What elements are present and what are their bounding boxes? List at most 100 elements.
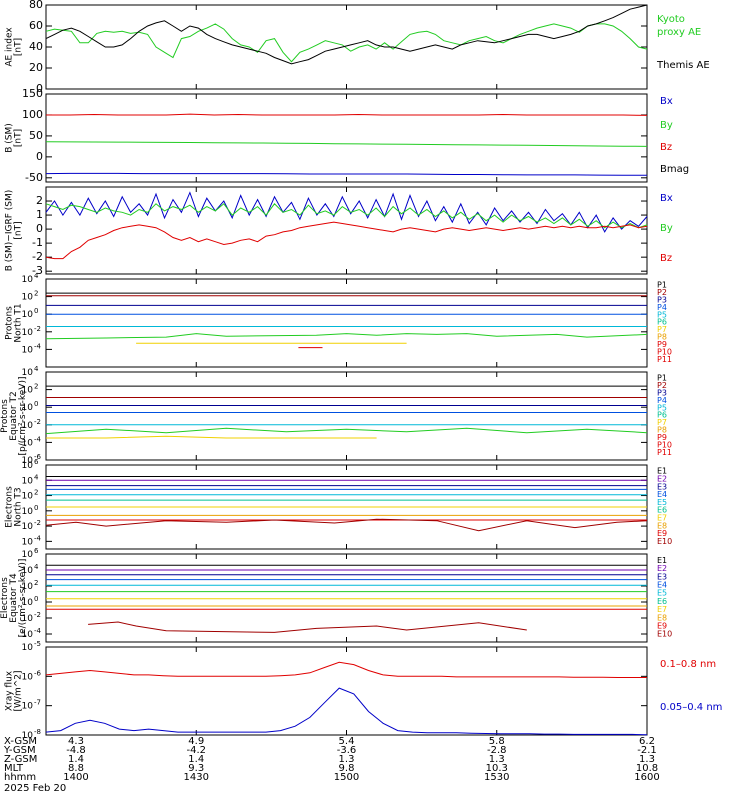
y-axis-label: [nT] — [14, 129, 24, 147]
legend-e2: E2 — [657, 564, 667, 573]
legend-e10: E10 — [657, 537, 672, 546]
footer-row-label: MLT — [4, 763, 24, 774]
series-line-bz — [45, 221, 648, 260]
footer-value: 1.4 — [188, 754, 204, 765]
series-line-by — [45, 141, 648, 147]
footer-value: -4.8 — [66, 745, 86, 756]
footer-value: 4.3 — [68, 736, 84, 747]
series-line-p8 — [46, 435, 377, 439]
legend-p6: P6 — [657, 411, 667, 420]
series-line-e10 — [45, 518, 648, 532]
y-tick-label: 10 — [22, 421, 34, 431]
y-axis-label: North T3 — [14, 487, 24, 526]
y-tick-label: 10 — [22, 456, 34, 466]
footer-value: 1530 — [484, 772, 509, 783]
y-axis-label: B (SM) — [5, 123, 15, 153]
y-tick-label: 50 — [29, 129, 43, 142]
footer-value: 9.3 — [188, 763, 204, 774]
footer-value: 6.2 — [639, 736, 655, 747]
legend-p5: P5 — [657, 310, 667, 319]
y-tick-exponent: 2 — [34, 383, 38, 391]
y-tick-exponent: -4 — [34, 342, 42, 350]
legend-p11: P11 — [657, 355, 672, 364]
y-tick-exponent: -2 — [34, 611, 41, 619]
y-tick-exponent: 2 — [34, 579, 38, 587]
legend-p6: P6 — [657, 318, 667, 327]
y-tick-label: 10 — [22, 476, 34, 486]
y-tick-label: 0 — [36, 82, 43, 95]
series-line-bz — [46, 113, 648, 116]
panel-frame — [45, 278, 648, 368]
series-line-0-1-0-8-nm — [45, 661, 647, 678]
legend-p9: P9 — [657, 433, 667, 442]
y-tick-label: 10 — [22, 461, 34, 471]
y-tick-exponent: 4 — [34, 272, 39, 280]
legend-bz: Bz — [660, 253, 672, 264]
footer-value: 5.4 — [339, 736, 355, 747]
y-tick-label: 10 — [22, 403, 34, 413]
y-tick-label: 10 — [22, 368, 34, 378]
legend-by: By — [660, 120, 673, 131]
y-tick-exponent: -2 — [34, 418, 41, 426]
legend-e7: E7 — [657, 513, 667, 522]
y-tick-label: 10 — [22, 310, 34, 320]
y-tick-exponent: -2 — [34, 325, 41, 333]
footer-row-label: Z-GSM — [4, 754, 37, 765]
series-line-p6 — [45, 333, 648, 340]
legend-p1: P1 — [657, 373, 667, 382]
y-tick-label: 10 — [22, 328, 34, 338]
legend-e2: E2 — [657, 474, 667, 483]
legend-bmag: Bmag — [660, 164, 689, 175]
y-axis-label: Protons — [5, 306, 15, 340]
footer-value: 1430 — [184, 772, 209, 783]
panel-frame — [45, 371, 648, 461]
y-tick-exponent: 4 — [34, 473, 39, 481]
y-axis-label: Electrons — [0, 577, 10, 619]
y-tick-label: -1 — [32, 236, 43, 249]
y-axis-label: Equator T4 — [9, 573, 19, 623]
legend-p10: P10 — [657, 348, 672, 357]
y-axis-label: [nT] — [14, 221, 24, 239]
series-line-kyoto-proxy-ae — [45, 23, 648, 63]
y-tick-label: 2 — [36, 194, 43, 207]
footer-value: 10.3 — [486, 763, 508, 774]
legend-bx: Bx — [660, 96, 673, 107]
legend-p8: P8 — [657, 333, 667, 342]
y-tick-label: -50 — [25, 171, 43, 184]
legend-themis: Themis AE — [656, 60, 710, 71]
y-axis-label: Protons — [0, 399, 10, 433]
y-axis-label: B (SM)−IGRF (SM) — [5, 190, 15, 272]
y-tick-label: 10 — [22, 672, 34, 682]
series-line-themis-ae — [45, 4, 648, 65]
footer-value: 9.8 — [339, 763, 355, 774]
footer-value: 1400 — [63, 772, 88, 783]
panel-frame — [45, 93, 648, 183]
series-line-bx — [45, 191, 648, 233]
y-axis-label: North T1 — [14, 303, 24, 342]
y-tick-exponent: -6 — [34, 669, 42, 677]
footer-value: 4.9 — [188, 736, 204, 747]
y-tick-exponent: -5 — [34, 640, 41, 648]
y-tick-exponent: 6 — [34, 458, 39, 466]
y-axis-label: Equator T2 — [9, 391, 19, 440]
y-tick-exponent: -6 — [34, 453, 42, 461]
y-tick-exponent: 0 — [34, 504, 38, 512]
y-tick-label: 10 — [22, 386, 34, 396]
legend-p2: P2 — [657, 288, 667, 297]
y-tick-exponent: 4 — [34, 365, 39, 373]
y-tick-label: 10 — [22, 630, 34, 640]
legend-e10: E10 — [657, 630, 672, 639]
y-tick-label: 10 — [22, 293, 34, 303]
legend-p8: P8 — [657, 426, 667, 435]
panel-frame — [45, 186, 648, 275]
legend-short-band: 0.05–0.4 nm — [660, 702, 722, 713]
legend-e3: E3 — [657, 482, 667, 491]
y-tick-label: 0 — [36, 150, 43, 163]
legend-p4: P4 — [657, 303, 667, 312]
y-tick-label: 150 — [22, 87, 43, 100]
y-tick-label: 100 — [22, 108, 43, 121]
footer-value: 1500 — [334, 772, 359, 783]
y-tick-exponent: -4 — [34, 534, 42, 542]
legend-e7: E7 — [657, 605, 667, 614]
